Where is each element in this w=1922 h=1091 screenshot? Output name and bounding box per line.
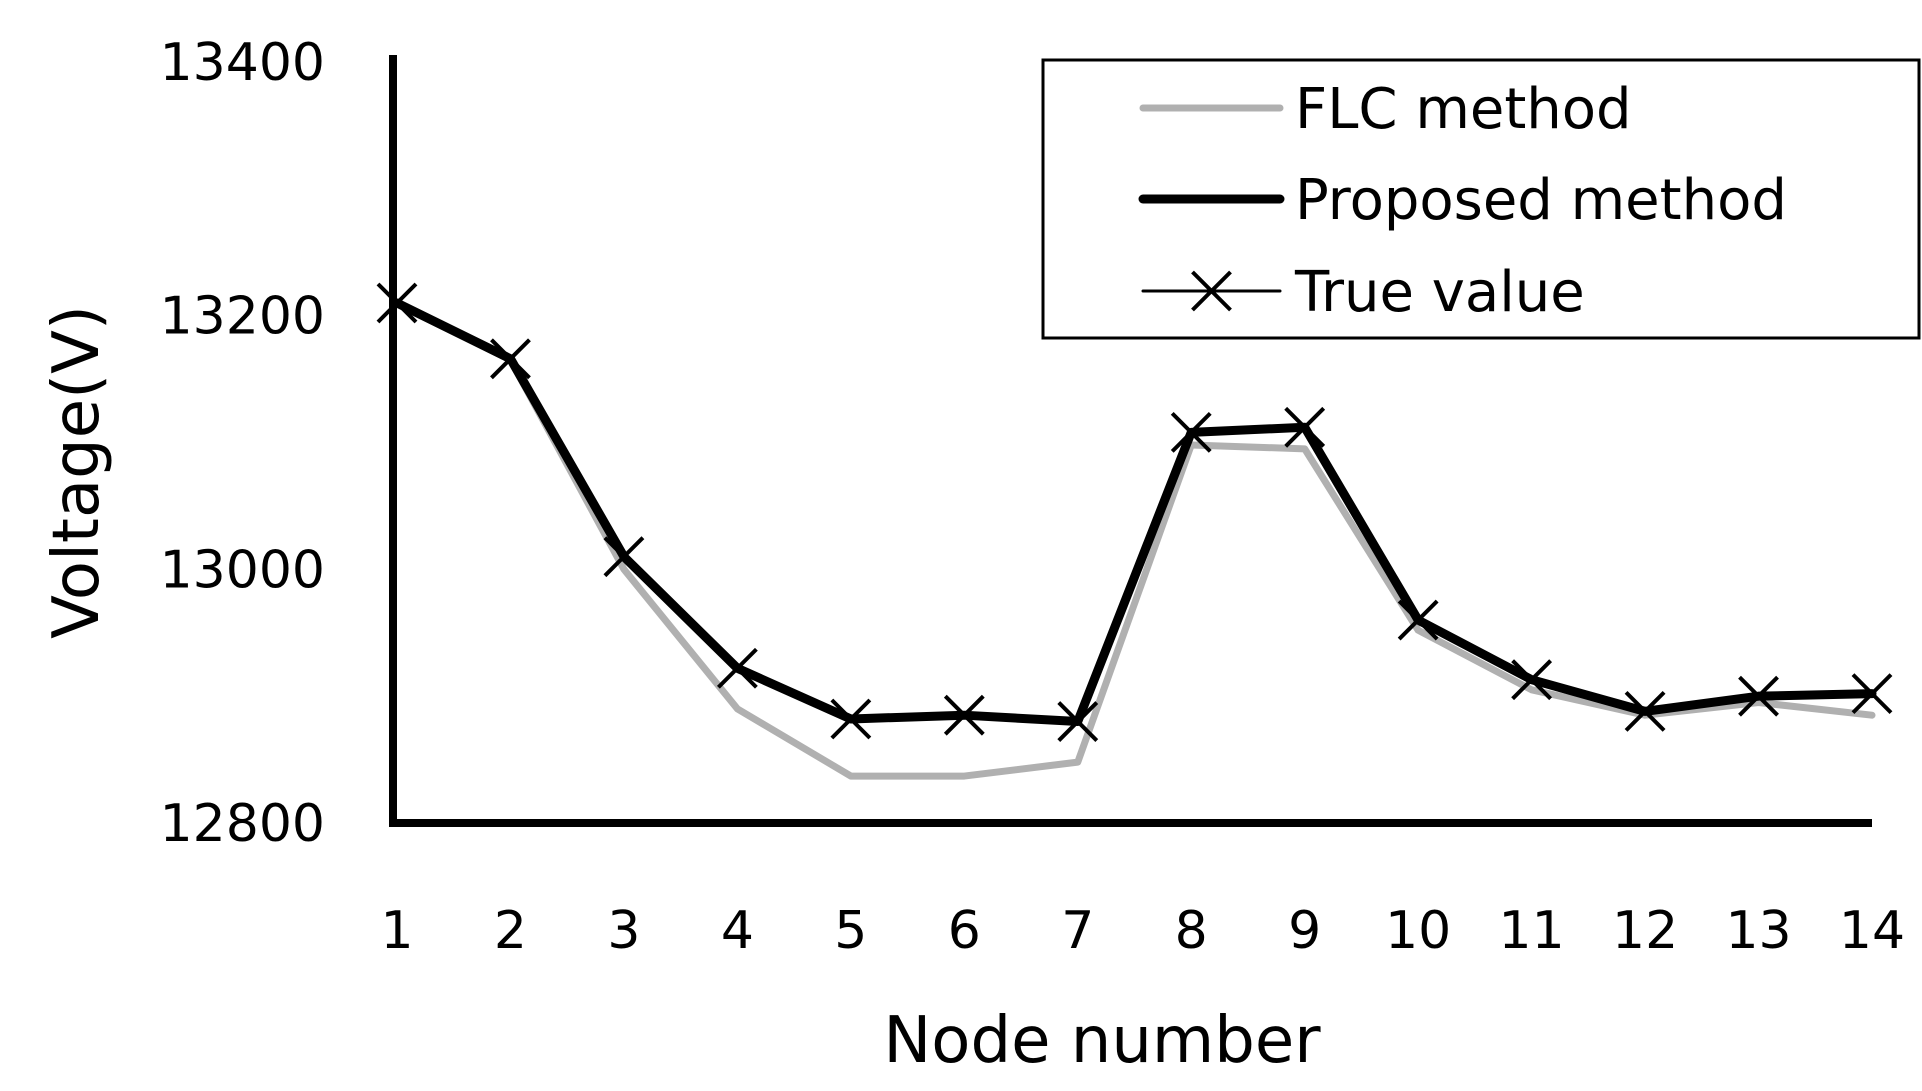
true-value-marker bbox=[1851, 673, 1893, 715]
legend: FLC method Proposed method True value bbox=[1041, 58, 1921, 340]
legend-label: Proposed method bbox=[1295, 168, 1787, 233]
x-axis-title: Node number bbox=[883, 1004, 1321, 1078]
series-line-0 bbox=[393, 299, 1876, 780]
x-tick-label: 6 bbox=[948, 901, 981, 961]
x-tick-label: 12 bbox=[1612, 901, 1678, 961]
series-line-2 bbox=[395, 301, 1874, 724]
axes bbox=[389, 55, 1872, 827]
legend-marker bbox=[1191, 270, 1232, 312]
legend-label: True value bbox=[1294, 260, 1585, 325]
x-tick-label: 4 bbox=[721, 901, 754, 961]
x-tick-labels: 1 2 3 4 5 6 7 8 9 10 11 12 13 14 bbox=[380, 901, 1905, 961]
x-tick-label: 11 bbox=[1499, 901, 1565, 961]
legend-items: FLC method Proposed method True value bbox=[1138, 77, 1787, 325]
series-line-1 bbox=[392, 298, 1877, 727]
x-tick-label: 2 bbox=[494, 901, 527, 961]
y-tick-label: 13200 bbox=[160, 287, 325, 347]
y-tick-labels: 12800 13000 13200 13400 bbox=[160, 33, 325, 854]
y-tick-label: 12800 bbox=[160, 794, 325, 854]
true-value-marker bbox=[1511, 659, 1553, 701]
x-tick-label: 3 bbox=[607, 901, 640, 961]
plot-lines bbox=[376, 282, 1893, 780]
y-tick-label: 13400 bbox=[160, 33, 325, 93]
x-tick-label: 14 bbox=[1839, 901, 1905, 961]
x-tick-label: 5 bbox=[834, 901, 867, 961]
y-axis-title: Voltage(V) bbox=[40, 305, 114, 639]
x-tick-label: 13 bbox=[1725, 901, 1791, 961]
x-tick-label: 9 bbox=[1288, 901, 1321, 961]
true-value-marker bbox=[716, 647, 758, 689]
true-value-marker bbox=[603, 536, 645, 578]
true-value-marker bbox=[1170, 411, 1212, 453]
legend-label: FLC method bbox=[1295, 77, 1632, 142]
true-value-marker bbox=[943, 694, 985, 736]
true-value-marker bbox=[1738, 675, 1779, 717]
true-value-marker bbox=[1057, 701, 1099, 742]
x-tick-label: 7 bbox=[1061, 901, 1094, 961]
true-value-marker bbox=[1397, 599, 1439, 641]
true-value-marker bbox=[830, 698, 872, 740]
x-tick-label: 10 bbox=[1385, 901, 1451, 961]
x-tick-label: 1 bbox=[380, 901, 413, 961]
y-tick-label: 13000 bbox=[160, 540, 325, 600]
true-value-marker bbox=[1284, 406, 1326, 448]
true-value-marker bbox=[490, 338, 531, 380]
x-tick-label: 8 bbox=[1175, 901, 1208, 961]
true-value-marker bbox=[1624, 690, 1666, 732]
